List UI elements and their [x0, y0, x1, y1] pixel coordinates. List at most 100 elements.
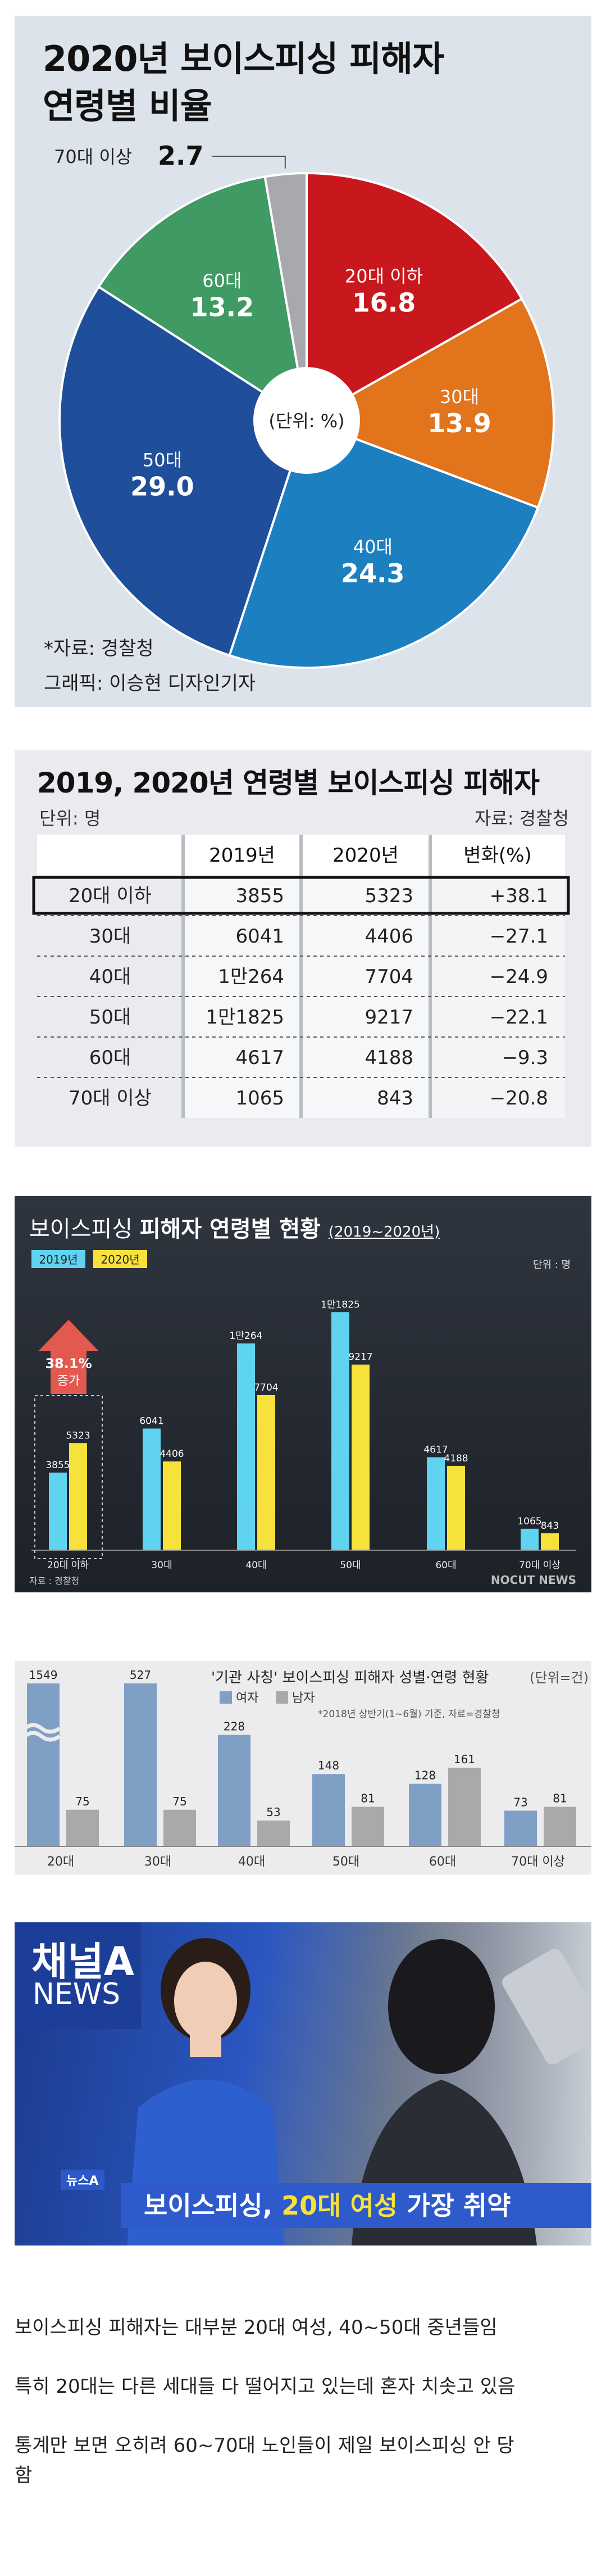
bar [66, 1809, 99, 1846]
bar-category-label: 40대 [238, 1855, 265, 1869]
bar-chart-panel-2019-2020: 보이스피싱 피해자 연령별 현황 (2019~2020년) 2019년 2020년… [15, 1196, 591, 1592]
bar-value-label: 1549 [29, 1668, 58, 1682]
table-cell: 5323 [364, 885, 413, 907]
table-cell: 40대 [89, 966, 131, 988]
pie-leader-line [212, 156, 286, 169]
pie-slice-value: 16.8 [352, 287, 416, 318]
news-headline-bar: 보이스피싱, 20대 여성 가장 취약 [121, 2183, 591, 2228]
bar-value-label: 843 [541, 1520, 559, 1532]
body-line-2: 특히 20대는 다른 세대들 다 떨어지고 있는데 혼자 치솟고 있음 [15, 2375, 516, 2398]
pie-slice-value: 24.3 [341, 558, 405, 588]
pie-slice [228, 419, 540, 669]
table-cell: −27.1 [490, 925, 548, 948]
bar-category-label: 50대 [340, 1560, 361, 1571]
bar [312, 1774, 345, 1846]
bar-value-label: 75 [75, 1795, 89, 1808]
body-line-4: 함 [15, 2464, 33, 2487]
gender-chart-unit: (단위=건) [530, 1670, 589, 1686]
bar [427, 1457, 445, 1550]
legend-label: 여자 [236, 1691, 258, 1705]
bar-title-period: (2019~2020년) [328, 1224, 440, 1241]
pie-chart-panel: 2020년 보이스피싱 피해자 연령별 비율 20대 이하 16.8 30대 13.9… [15, 16, 591, 707]
bar-value-label: 1065 [517, 1516, 541, 1527]
bar [521, 1528, 539, 1550]
table-title: 2019, 2020년 연령별 보이스피싱 피해자 [37, 767, 540, 799]
bar [447, 1465, 465, 1550]
data-table: 2019년 2020년 변화(%) 20대 이하 3855 5323 +38.1 30대 604… [32, 835, 570, 1118]
bar [143, 1428, 161, 1550]
pie-center-hole [253, 367, 360, 474]
legend-swatch [220, 1691, 232, 1704]
bar [504, 1810, 537, 1846]
table-cell: 7704 [364, 966, 413, 988]
table-header-cell: 변화(%) [463, 844, 531, 867]
bar-category-label: 50대 [332, 1855, 359, 1869]
bar [237, 1343, 255, 1550]
pie-slice [304, 297, 555, 509]
bar-title-part-1: 보이스피싱 [29, 1216, 140, 1242]
pie-slice-value: 13.9 [427, 408, 491, 438]
bar-break-mark [23, 1723, 61, 1734]
pie-slice-category: 50대 [143, 449, 182, 470]
pie-slice [263, 171, 308, 421]
pie-title-line-2: 연령별 비율 [43, 85, 212, 126]
bar-category-label: 20대 [47, 1855, 74, 1869]
legend-label: 남자 [292, 1691, 315, 1705]
bar [69, 1443, 87, 1550]
body-line-3: 통계만 보면 오히려 60~70대 노인들이 제일 보이스피싱 안 당 [15, 2434, 514, 2457]
table-source: 자료: 경찰청 [474, 808, 569, 829]
bar-chart-2019-2020: 2019년 2020년 단위 : 명 3855 5323 20대 이하 6041 4406 30… [29, 1250, 576, 1587]
table-cell: 70대 이상 [69, 1087, 152, 1110]
news-screenshot: 채널A NEWS 뉴스A 보이스피싱, 20대 여성 가장 취약 [15, 1922, 591, 2245]
bar-category-label: 70대 이상 [511, 1855, 565, 1869]
pie-title-line-1: 2020년 보이스피싱 피해자 [43, 38, 444, 79]
bar-value-label: 527 [130, 1668, 151, 1682]
bar-value-label: 1만264 [230, 1330, 263, 1342]
bar [49, 1472, 67, 1550]
bar-value-label: 228 [224, 1720, 245, 1733]
gender-chart-title: '기관 사칭' 보이스피싱 피해자 성별·연령 현황 [211, 1669, 489, 1686]
gender-bar-chart: '기관 사칭' 보이스피싱 피해자 성별·연령 현황 (단위=건) 여자 남자*201… [15, 1668, 591, 1869]
bar-value-label: 81 [553, 1792, 567, 1805]
headline-part-2: 가장 취약 [398, 2190, 511, 2221]
legend-label: 2020년 [101, 1253, 139, 1266]
pie-slice-category: 30대 [440, 386, 479, 408]
bar-category-label: 70대 이상 [519, 1560, 561, 1571]
bar-title-part-2: 피해자 연령별 현황 [139, 1216, 321, 1242]
bar [257, 1820, 290, 1846]
bar [352, 1364, 370, 1550]
legend-label: 2019년 [39, 1253, 78, 1266]
bar-value-label: 4188 [444, 1453, 468, 1464]
table-cell: −9.3 [502, 1047, 548, 1069]
table-cell: 4406 [364, 925, 413, 948]
gender-chart-note: *2018년 상반기(1~6월) 기준, 자료=경찰청 [318, 1709, 500, 1720]
pie-slice [97, 175, 308, 423]
bar-value-label: 5323 [66, 1430, 90, 1441]
legend-swatch [276, 1691, 288, 1704]
arrow-label-increase: 증가 [57, 1374, 80, 1388]
body-line-1: 보이스피싱 피해자는 대부분 20대 여성, 40~50대 중년들임 [15, 2316, 498, 2339]
table-cell: 4188 [364, 1047, 413, 1069]
table-highlight-box [32, 876, 570, 915]
bar-value-label: 6041 [139, 1416, 163, 1427]
bar-value-label: 7704 [254, 1382, 278, 1393]
pie-slice-value: 13.2 [190, 292, 254, 323]
bar-value-label: 148 [318, 1759, 339, 1772]
table-cell: −24.9 [490, 966, 548, 988]
bar-value-label: 4406 [160, 1448, 184, 1460]
nocut-news-logo: NOCUT NEWS [491, 1573, 576, 1587]
bar [27, 1683, 60, 1846]
pie-slice-value: 2.7 [158, 141, 204, 171]
pie-slice-category: 20대 이하 [345, 265, 423, 287]
table-header-cell: 2019년 [209, 844, 275, 867]
bar-value-label: 4617 [423, 1445, 448, 1456]
bar [352, 1807, 384, 1846]
pie-slice-category: 40대 [353, 536, 393, 558]
bar [544, 1807, 576, 1846]
bar [163, 1461, 181, 1550]
bar [163, 1809, 196, 1846]
pie-source: *자료: 경찰청 [44, 637, 154, 660]
bar-category-label: 20대 이하 [47, 1560, 89, 1571]
table-panel: 2019, 2020년 연령별 보이스피싱 피해자 단위: 명 자료: 경찰청 … [15, 750, 591, 1147]
